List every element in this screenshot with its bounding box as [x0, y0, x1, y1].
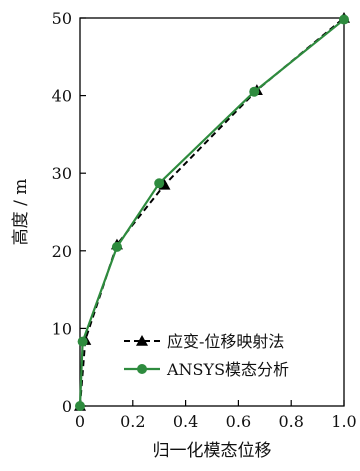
data-point-triangle	[136, 335, 148, 346]
legend-label: 应变-位移映射法	[167, 332, 284, 351]
legend-label: ANSYS模态分析	[166, 360, 289, 379]
x-tick-label: 0.2	[120, 412, 145, 431]
x-tick-label: 0.4	[173, 412, 198, 431]
series-line	[78, 18, 345, 407]
y-tick-label: 50	[52, 9, 72, 28]
axes-layer	[79, 17, 345, 407]
y-tick-label: 0	[62, 397, 72, 416]
y-tick-label: 20	[52, 242, 72, 261]
data-point-circle	[154, 178, 165, 189]
y-tick-label: 30	[52, 164, 72, 183]
data-point-circle	[137, 364, 147, 374]
ticks-layer: 0 0.2 0.4 0.6 0.8 1.0 0 10 20 30 40 50	[52, 9, 357, 431]
data-point-circle	[339, 14, 349, 25]
data-point-circle	[111, 241, 122, 252]
x-tick-label: 0.6	[226, 412, 251, 431]
x-tick-label: 1.0	[331, 412, 356, 431]
series-layer	[74, 12, 350, 411]
y-tick-label: 40	[52, 87, 72, 106]
y-axis-title: 高度 / m	[11, 179, 31, 246]
x-tick-label: 0	[75, 412, 85, 431]
series-1	[75, 14, 349, 411]
x-tick-label: 0.8	[278, 412, 303, 431]
data-point-circle	[249, 86, 260, 97]
legend: 应变-位移映射法 ANSYS模态分析	[124, 332, 289, 379]
data-point-circle	[75, 401, 85, 411]
data-point-circle	[77, 336, 88, 347]
x-axis-title: 归一化模态位移	[153, 441, 272, 461]
plot-frame	[79, 17, 345, 407]
y-tick-label: 10	[52, 319, 72, 338]
